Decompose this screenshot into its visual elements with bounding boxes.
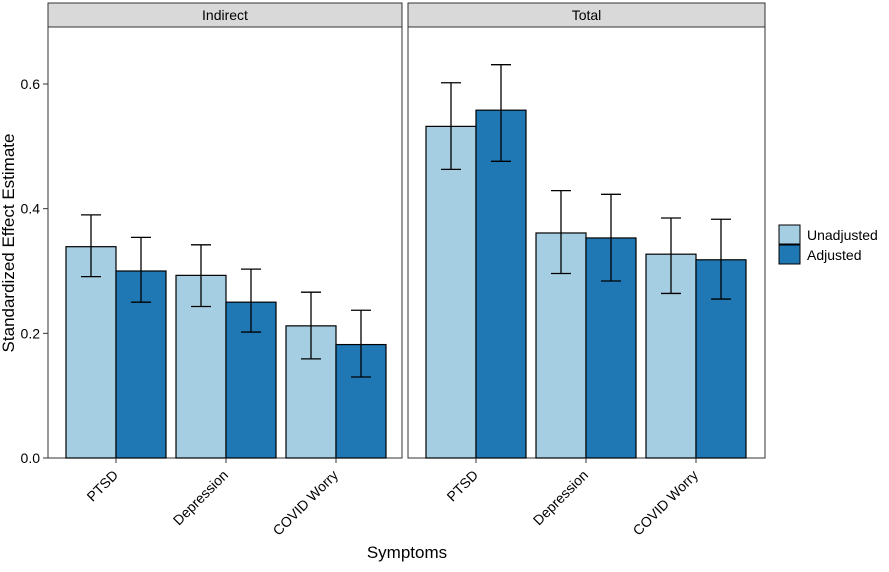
legend-key-adjusted [778, 244, 801, 265]
legend: Unadjusted Adjusted [778, 224, 878, 265]
x-axis: PTSD Depression COVID Worry PTSD Depression C… [83, 458, 701, 538]
y-axis-title: Standardized Effect Estimate [0, 134, 18, 353]
facet-strip-total [407, 2, 766, 28]
legend-label-adjusted: Adjusted [807, 247, 861, 263]
error-bar-indirect-ptsd-unadjusted [81, 214, 101, 278]
facet-title-total: Total [572, 7, 602, 23]
bar-indirect-ptsd-unadjusted [65, 246, 117, 459]
error-bar-total-ptsd-unadjusted [441, 82, 461, 171]
y-tick-label: 0.2 [21, 325, 41, 341]
error-bar-total-covid-worry-adjusted [711, 218, 731, 300]
bar-indirect-covid-worry-unadjusted [285, 325, 337, 459]
x-tick-label-indirect-covid-worry: COVID Worry [269, 467, 341, 539]
bar-total-depression-unadjusted [535, 232, 587, 459]
facet-strip-indirect [47, 2, 403, 28]
legend-key-unadjusted [778, 224, 801, 245]
bar-total-ptsd-adjusted [475, 109, 527, 459]
error-bar-total-depression-unadjusted [551, 189, 571, 275]
x-axis-title: Symptoms [367, 543, 447, 562]
error-bars-layer [81, 64, 731, 378]
x-tick-label-indirect-depression: Depression [170, 467, 231, 528]
legend-label-unadjusted: Unadjusted [807, 227, 878, 243]
y-tick-label: 0.6 [21, 76, 41, 92]
error-bar-total-covid-worry-unadjusted [661, 217, 681, 295]
x-tick-label-total-depression: Depression [530, 467, 591, 528]
facet-title-indirect: Indirect [202, 7, 248, 23]
y-tick-label: 0.4 [21, 201, 41, 217]
bar-total-ptsd-unadjusted [425, 125, 477, 459]
y-axis: 0.0 0.2 0.4 0.6 [21, 76, 48, 466]
error-bar-total-depression-adjusted [601, 193, 621, 282]
error-bar-indirect-covid-worry-unadjusted [301, 291, 321, 360]
x-tick-label-total-covid-worry: COVID Worry [629, 467, 701, 539]
y-tick-label: 0.0 [21, 450, 41, 466]
error-bar-total-ptsd-adjusted [491, 64, 511, 162]
error-bar-indirect-covid-worry-adjusted [351, 309, 371, 378]
error-bar-indirect-ptsd-adjusted [131, 236, 151, 303]
x-tick-label-indirect-ptsd: PTSD [83, 467, 121, 505]
error-bar-indirect-depression-adjusted [241, 268, 261, 333]
x-tick-label-total-ptsd: PTSD [443, 467, 481, 505]
error-bar-indirect-depression-unadjusted [191, 244, 211, 308]
